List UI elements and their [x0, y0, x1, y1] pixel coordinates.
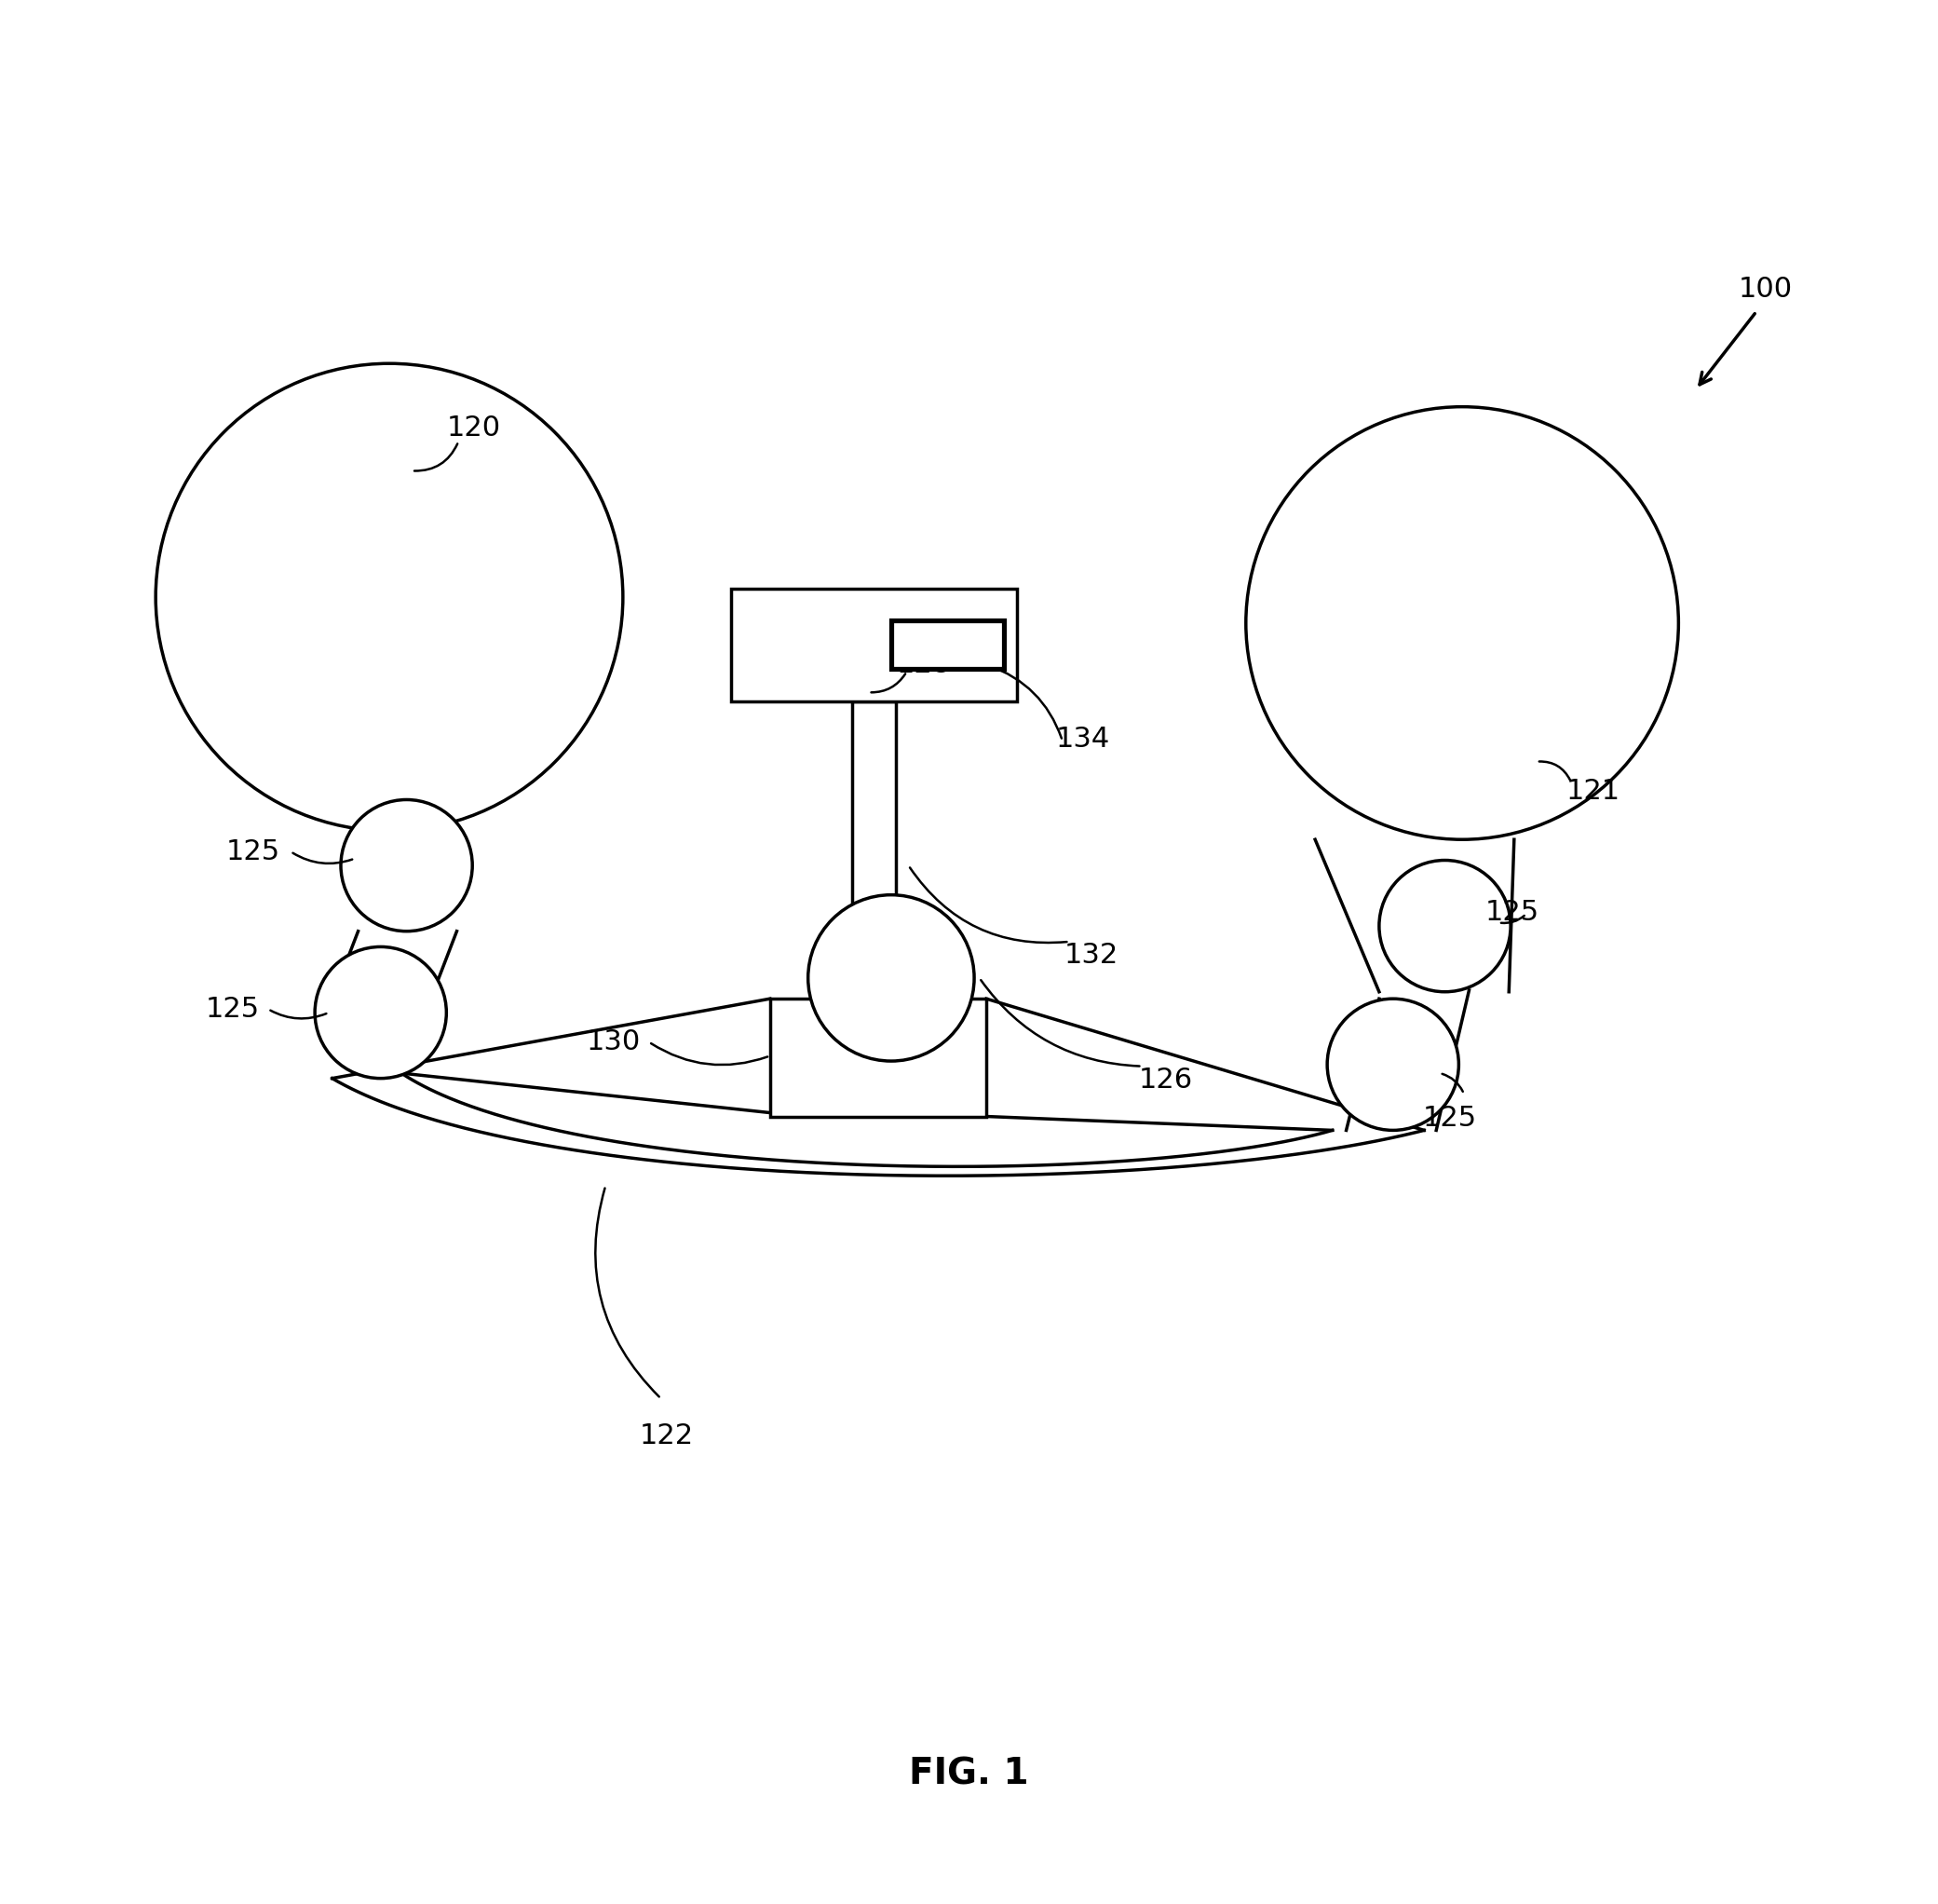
- Text: 126: 126: [1140, 1066, 1192, 1093]
- Text: 130: 130: [585, 1028, 640, 1055]
- Circle shape: [808, 895, 975, 1061]
- Circle shape: [155, 364, 622, 830]
- Circle shape: [1328, 1000, 1459, 1131]
- Text: 122: 122: [640, 1422, 694, 1449]
- Text: 134: 134: [1056, 725, 1110, 752]
- Text: 128: 128: [895, 651, 950, 678]
- Circle shape: [341, 800, 473, 931]
- Bar: [769, 1000, 986, 1116]
- Text: 125: 125: [205, 996, 260, 1022]
- Text: 132: 132: [1064, 942, 1118, 969]
- Text: 125: 125: [1422, 1104, 1477, 1131]
- Bar: [853, 701, 895, 925]
- Circle shape: [314, 946, 446, 1078]
- Circle shape: [1380, 861, 1510, 992]
- Text: 121: 121: [1566, 779, 1620, 805]
- Text: 120: 120: [446, 415, 500, 442]
- Circle shape: [1246, 407, 1678, 840]
- Text: FIG. 1: FIG. 1: [909, 1757, 1029, 1792]
- Text: 125: 125: [227, 838, 281, 864]
- Bar: [891, 621, 1004, 668]
- Text: 100: 100: [1738, 276, 1793, 303]
- Bar: [731, 588, 1017, 701]
- Text: 125: 125: [1485, 899, 1539, 925]
